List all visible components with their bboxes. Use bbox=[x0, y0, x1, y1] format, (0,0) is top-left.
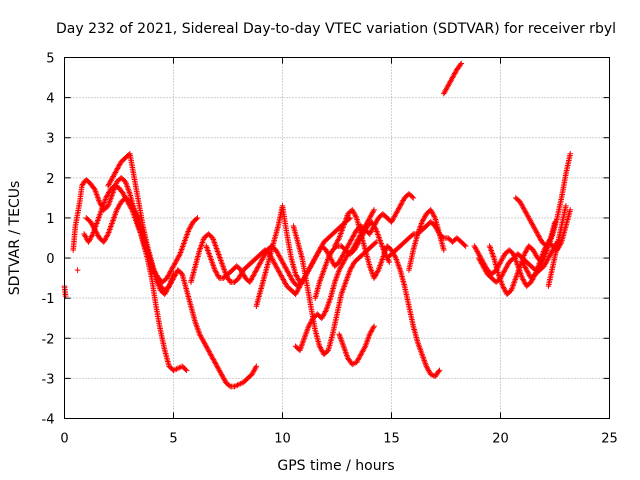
series-arc-17 bbox=[441, 60, 465, 97]
data-point bbox=[461, 242, 468, 248]
x-axis-label: GPS time / hours bbox=[277, 458, 394, 474]
tick-labels: 0 5 10 15 20 25 -4 -3 -2 -1 0 1 2 3 4 5 bbox=[42, 52, 618, 447]
data-points bbox=[61, 60, 574, 390]
data-point bbox=[436, 367, 443, 374]
x-tick-label: 15 bbox=[383, 432, 400, 447]
data-point bbox=[226, 382, 232, 389]
y-tick-label: 2 bbox=[46, 172, 54, 187]
x-tick-label: 20 bbox=[492, 432, 509, 447]
data-point bbox=[353, 213, 359, 220]
data-point bbox=[176, 252, 183, 259]
series-arc-13 bbox=[332, 207, 443, 380]
data-point bbox=[104, 232, 111, 239]
data-point bbox=[457, 61, 464, 68]
data-point bbox=[182, 366, 189, 373]
data-point bbox=[372, 240, 378, 246]
data-point bbox=[335, 236, 342, 243]
data-point bbox=[183, 367, 190, 374]
x-tick-label: 0 bbox=[60, 432, 68, 447]
data-point bbox=[409, 194, 416, 200]
series-arc-23 bbox=[545, 203, 569, 289]
y-tick-label: 4 bbox=[46, 92, 54, 107]
data-point bbox=[374, 268, 381, 275]
data-point bbox=[74, 267, 81, 273]
series-arc-6 bbox=[83, 195, 260, 390]
chart-title: Day 232 of 2021, Sidereal Day-to-day VTE… bbox=[56, 21, 616, 37]
x-tick-label: 5 bbox=[169, 432, 177, 447]
series-arc-21 bbox=[512, 195, 558, 249]
data-point bbox=[563, 203, 569, 209]
series-arc-11 bbox=[292, 207, 377, 354]
data-point bbox=[347, 215, 353, 221]
data-point bbox=[410, 195, 417, 201]
data-point bbox=[431, 213, 438, 220]
data-point bbox=[409, 232, 416, 238]
y-tick-label: -2 bbox=[42, 332, 55, 347]
ticks bbox=[64, 57, 610, 419]
data-point bbox=[361, 344, 368, 351]
data-point bbox=[370, 208, 377, 215]
data-point bbox=[392, 253, 398, 260]
x-tick-label: 10 bbox=[274, 432, 291, 447]
y-axis-label: SDTVAR / TECUs bbox=[7, 181, 23, 296]
data-point bbox=[371, 207, 377, 213]
y-tick-label: -1 bbox=[42, 292, 55, 307]
series-arc-22 bbox=[519, 207, 574, 281]
series-arc-16 bbox=[406, 207, 447, 273]
data-point bbox=[371, 323, 377, 330]
data-point bbox=[567, 207, 574, 213]
y-tick-label: 0 bbox=[46, 252, 54, 267]
y-tick-label: 1 bbox=[46, 212, 54, 227]
series-arc-10 bbox=[290, 223, 380, 358]
data-point bbox=[441, 247, 447, 253]
y-tick-label: 3 bbox=[46, 132, 54, 147]
data-point bbox=[135, 213, 141, 220]
data-point bbox=[193, 216, 200, 222]
y-tick-label: -4 bbox=[42, 413, 55, 428]
data-point bbox=[458, 60, 465, 67]
x-tick-label: 25 bbox=[601, 432, 618, 447]
data-point bbox=[253, 363, 260, 370]
data-point bbox=[552, 219, 558, 225]
series-arc-14 bbox=[336, 323, 377, 368]
data-point bbox=[567, 150, 574, 157]
data-point bbox=[322, 308, 329, 315]
data-point bbox=[194, 215, 201, 221]
data-point bbox=[386, 259, 393, 265]
series-arc-2 bbox=[74, 267, 81, 273]
plot-frame bbox=[64, 57, 610, 419]
data-point bbox=[370, 324, 377, 331]
data-point bbox=[462, 243, 469, 249]
data-point bbox=[435, 368, 442, 375]
data-point bbox=[252, 364, 259, 371]
data-point bbox=[89, 232, 95, 239]
data-point bbox=[372, 225, 379, 232]
y-tick-label: -3 bbox=[42, 372, 55, 387]
y-tick-label: 5 bbox=[46, 52, 54, 67]
